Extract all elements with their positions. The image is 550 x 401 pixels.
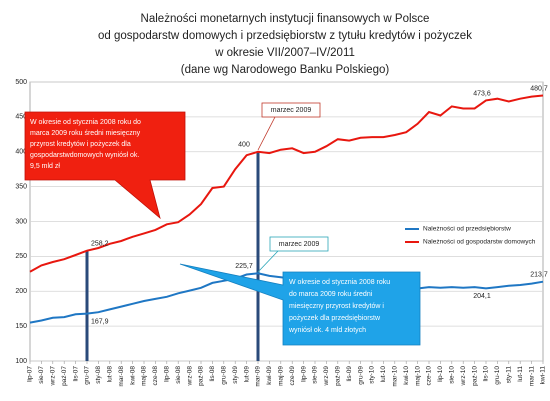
chart-title: (dane wg Narodowego Banku Polskiego)	[181, 64, 390, 76]
x-tick-label: maj-10	[414, 366, 421, 386]
callout-text: 9,5 mld zł	[30, 163, 60, 170]
x-tick-label: cze-08	[152, 366, 159, 386]
data-label: 473,6	[473, 90, 491, 97]
data-label: 225,7	[235, 263, 253, 270]
x-tick-label: mar-10	[392, 366, 399, 387]
callout-text: wyniósł ok. 4 mld złotych	[288, 327, 366, 334]
x-tick-label: paź-08	[198, 366, 205, 386]
y-tick-label: 200	[15, 288, 27, 295]
x-tick-label: lut-09	[243, 366, 250, 383]
x-tick-label: paź-07	[61, 366, 68, 386]
x-tick-label: paź-10	[471, 366, 478, 386]
chart-title: od gospodarstw domowych i przedsiębiorst…	[98, 30, 472, 42]
x-tick-label: mar-11	[528, 366, 535, 386]
y-tick-label: 400	[15, 149, 27, 156]
marker-box	[269, 236, 329, 252]
marker-label: marzec 2009	[279, 241, 320, 248]
x-tick-label: lis-07	[72, 366, 79, 382]
marker-connector	[257, 116, 276, 151]
y-tick-label: 450	[15, 114, 27, 121]
x-tick-label: sty-11	[506, 366, 513, 384]
data-label: 213,7	[530, 272, 548, 279]
x-tick-label: mar-09	[255, 366, 262, 387]
y-tick-label: 250	[15, 253, 27, 260]
x-tick-label: gru-07	[84, 366, 91, 385]
x-tick-label: kwi-10	[403, 366, 410, 385]
data-label: 167,9	[91, 318, 109, 325]
legend-label: Należności od przedsiębiorstw	[423, 226, 511, 233]
x-tick-label: sty-08	[95, 366, 102, 384]
x-tick-label: lip-08	[164, 366, 171, 382]
x-tick-label: paź-09	[335, 366, 342, 386]
series-line	[29, 94, 544, 273]
x-tick-label: lip-09	[300, 366, 307, 382]
x-tick-label: mar-08	[118, 366, 125, 387]
x-tick-label: lut-11	[517, 366, 524, 382]
x-tick-label: lip-07	[27, 366, 34, 382]
x-tick-label: gru-10	[494, 366, 501, 385]
marker-label: marzec 2009	[271, 107, 312, 114]
x-tick-label: cze-09	[289, 366, 296, 386]
x-tick-label: sie-07	[38, 366, 45, 384]
x-tick-label: maj-08	[141, 366, 148, 386]
callout-shape	[179, 263, 421, 346]
x-tick-label: wrz-08	[186, 366, 193, 387]
y-tick-label: 100	[15, 358, 27, 365]
x-tick-label: kwi-08	[129, 366, 136, 385]
x-tick-label: sie-10	[449, 366, 456, 384]
data-label: 204,1	[473, 293, 491, 300]
x-tick-label: lis-10	[483, 366, 490, 382]
callout-text: przyrost kredytów i pożyczek dla	[30, 141, 131, 148]
x-tick-label: wrz-09	[323, 366, 330, 387]
y-tick-label: 500	[15, 79, 27, 86]
data-label: 480,7	[530, 85, 548, 92]
x-tick-label: wrz-07	[50, 366, 57, 387]
x-tick-label: lip-10	[437, 366, 444, 382]
callout-text: W okresie od stycznia 2008 roku do	[30, 119, 141, 126]
x-tick-label: gru-08	[221, 366, 228, 385]
legend-label: Należności od gospodarstw domowych	[423, 239, 536, 246]
y-tick-label: 150	[15, 323, 27, 330]
x-tick-label: maj-09	[278, 366, 285, 386]
x-tick-label: lut-10	[380, 366, 387, 383]
marker-box	[261, 102, 321, 118]
marker-connector	[257, 250, 279, 273]
chart-title: Należności monetarnych instytucji finans…	[141, 13, 430, 25]
data-label: 400	[238, 142, 250, 149]
y-tick-label: 300	[15, 218, 27, 225]
x-tick-label: lis-08	[209, 366, 216, 382]
x-tick-label: kwi-09	[266, 366, 273, 385]
x-tick-label: lis-09	[346, 366, 353, 382]
x-tick-label: cze-10	[426, 366, 433, 386]
callout-text: miesięczny przyrost kredytów i	[289, 303, 384, 310]
x-tick-label: sie-08	[175, 366, 182, 384]
x-tick-label: sty-09	[232, 366, 239, 384]
callout-text: pożyczek dla przedsiębiorstw	[289, 315, 381, 322]
callout-text: do marca 2009 roku średni	[289, 291, 373, 298]
chart-title: w okresie VII/2007–IV/2011	[214, 47, 355, 59]
x-tick-label: gru-09	[357, 366, 364, 385]
x-tick-label: kwi-11	[540, 366, 547, 385]
callout-text: W okresie od stycznia 2008 roku	[289, 279, 390, 286]
callout-shape	[24, 111, 186, 220]
x-tick-label: sie-09	[312, 366, 319, 384]
x-tick-label: wrz-10	[460, 366, 467, 387]
x-tick-label: sty-10	[369, 366, 376, 384]
callout-text: marca 2009 roku średni miesięczny	[30, 130, 141, 137]
y-tick-label: 350	[15, 183, 27, 190]
callout-text: gospodarstwdomowych wyniósł ok.	[30, 152, 139, 159]
data-label: 258,2	[91, 240, 109, 247]
x-tick-label: lut-08	[107, 366, 114, 383]
